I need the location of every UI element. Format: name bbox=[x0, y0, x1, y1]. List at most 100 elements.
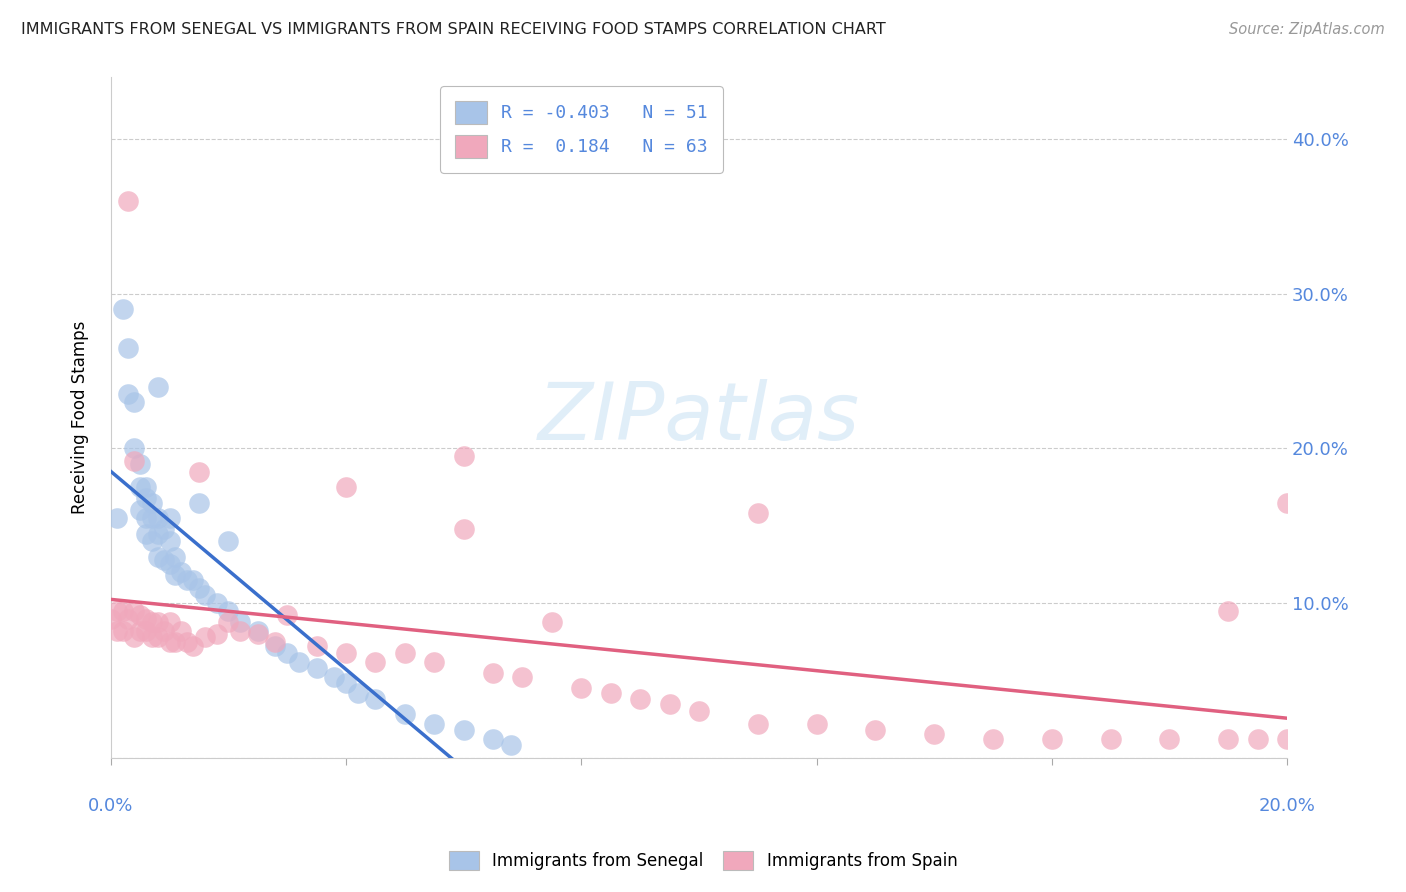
Point bbox=[541, 615, 564, 629]
Point bbox=[176, 573, 198, 587]
Point bbox=[135, 611, 157, 625]
Point bbox=[512, 670, 534, 684]
Point bbox=[335, 646, 357, 660]
Point bbox=[217, 534, 239, 549]
Point bbox=[117, 341, 139, 355]
Point bbox=[229, 624, 252, 638]
Point bbox=[394, 707, 416, 722]
Point bbox=[159, 615, 181, 629]
Point bbox=[165, 634, 187, 648]
Point bbox=[129, 480, 152, 494]
Point bbox=[129, 624, 152, 638]
Point bbox=[117, 387, 139, 401]
Point bbox=[117, 194, 139, 208]
Point bbox=[217, 615, 239, 629]
Point bbox=[152, 624, 174, 638]
Point bbox=[188, 581, 211, 595]
Point bbox=[1218, 732, 1240, 747]
Point bbox=[499, 739, 522, 753]
Point bbox=[1159, 732, 1181, 747]
Point bbox=[865, 723, 887, 737]
Point bbox=[264, 640, 287, 654]
Point bbox=[423, 655, 446, 669]
Point bbox=[364, 692, 387, 706]
Point bbox=[217, 604, 239, 618]
Point bbox=[105, 604, 128, 618]
Point bbox=[105, 624, 128, 638]
Point bbox=[146, 511, 169, 525]
Point bbox=[1218, 604, 1240, 618]
Point bbox=[747, 716, 769, 731]
Point bbox=[111, 302, 134, 317]
Point bbox=[170, 565, 193, 579]
Legend: Immigrants from Senegal, Immigrants from Spain: Immigrants from Senegal, Immigrants from… bbox=[441, 844, 965, 877]
Point bbox=[111, 604, 134, 618]
Text: 0.0%: 0.0% bbox=[89, 797, 134, 814]
Point bbox=[305, 661, 328, 675]
Point bbox=[129, 608, 152, 623]
Text: Source: ZipAtlas.com: Source: ZipAtlas.com bbox=[1229, 22, 1385, 37]
Text: ZIPatlas: ZIPatlas bbox=[538, 378, 860, 457]
Point bbox=[100, 611, 122, 625]
Point bbox=[141, 495, 163, 509]
Point bbox=[105, 511, 128, 525]
Legend: R = -0.403   N = 51, R =  0.184   N = 63: R = -0.403 N = 51, R = 0.184 N = 63 bbox=[440, 87, 723, 172]
Point bbox=[1040, 732, 1063, 747]
Point bbox=[129, 457, 152, 471]
Point bbox=[1275, 732, 1298, 747]
Point bbox=[688, 704, 710, 718]
Point bbox=[165, 549, 187, 564]
Point bbox=[188, 495, 211, 509]
Point bbox=[124, 604, 146, 618]
Point bbox=[628, 692, 651, 706]
Text: 20.0%: 20.0% bbox=[1258, 797, 1316, 814]
Point bbox=[922, 727, 945, 741]
Point bbox=[658, 697, 681, 711]
Point bbox=[335, 676, 357, 690]
Point bbox=[288, 655, 311, 669]
Point bbox=[194, 588, 217, 602]
Point bbox=[129, 503, 152, 517]
Point bbox=[124, 630, 146, 644]
Point bbox=[141, 615, 163, 629]
Point bbox=[159, 511, 181, 525]
Point bbox=[569, 681, 592, 695]
Point bbox=[194, 630, 217, 644]
Point bbox=[346, 686, 368, 700]
Point bbox=[152, 553, 174, 567]
Point bbox=[305, 640, 328, 654]
Point bbox=[111, 624, 134, 638]
Point bbox=[135, 511, 157, 525]
Point bbox=[205, 596, 228, 610]
Point bbox=[246, 624, 269, 638]
Point bbox=[135, 480, 157, 494]
Point bbox=[453, 723, 475, 737]
Point bbox=[141, 534, 163, 549]
Point bbox=[159, 634, 181, 648]
Point bbox=[806, 716, 828, 731]
Point bbox=[146, 630, 169, 644]
Point bbox=[152, 522, 174, 536]
Point bbox=[117, 611, 139, 625]
Point bbox=[181, 573, 204, 587]
Y-axis label: Receiving Food Stamps: Receiving Food Stamps bbox=[72, 321, 89, 515]
Point bbox=[181, 640, 204, 654]
Point bbox=[276, 646, 298, 660]
Point bbox=[229, 615, 252, 629]
Point bbox=[246, 627, 269, 641]
Point bbox=[423, 716, 446, 731]
Point bbox=[170, 624, 193, 638]
Point bbox=[335, 480, 357, 494]
Point bbox=[1247, 732, 1270, 747]
Point bbox=[453, 449, 475, 463]
Point bbox=[482, 732, 505, 747]
Point bbox=[146, 615, 169, 629]
Point bbox=[135, 624, 157, 638]
Point bbox=[394, 646, 416, 660]
Point bbox=[599, 686, 621, 700]
Point bbox=[981, 732, 1004, 747]
Point bbox=[146, 379, 169, 393]
Point bbox=[124, 395, 146, 409]
Point bbox=[453, 522, 475, 536]
Point bbox=[165, 568, 187, 582]
